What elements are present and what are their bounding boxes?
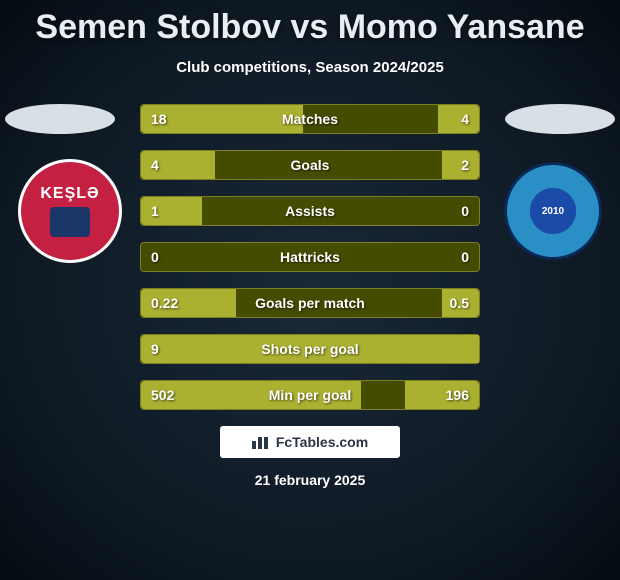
right-oval-decor	[505, 104, 615, 134]
stat-value-right: 196	[446, 387, 469, 403]
stat-row: 1 0 Assists	[140, 196, 480, 226]
stat-value-left: 9	[151, 341, 159, 357]
page-title: Semen Stolbov vs Momo Yansane	[0, 0, 620, 47]
stat-row: 0 0 Hattricks	[140, 242, 480, 272]
stat-label: Matches	[282, 111, 338, 127]
left-badge-label: KEŞLƏ	[40, 185, 99, 203]
stat-bar-right	[438, 105, 479, 133]
stat-value-left: 502	[151, 387, 174, 403]
stat-label: Goals per match	[255, 295, 365, 311]
stat-label: Hattricks	[280, 249, 340, 265]
stat-value-left: 0	[151, 249, 159, 265]
stats-table: 18 4 Matches 4 2 Goals 1 0 Assists 0 0 Hattricks 0.2…	[140, 104, 480, 410]
bar-chart-icon	[252, 435, 270, 449]
stat-value-left: 0.22	[151, 295, 178, 311]
left-oval-decor	[5, 104, 115, 134]
stat-row: 9 Shots per goal	[140, 334, 480, 364]
stat-value-right: 2	[461, 157, 469, 173]
stat-value-left: 4	[151, 157, 159, 173]
left-badge-emblem	[50, 207, 90, 237]
stat-row: 18 4 Matches	[140, 104, 480, 134]
brand-footer: FcTables.com	[220, 426, 400, 458]
stat-value-right: 0.5	[450, 295, 469, 311]
stat-value-right: 0	[461, 249, 469, 265]
subtitle: Club competitions, Season 2024/2025	[0, 59, 620, 76]
stat-value-right: 0	[461, 203, 469, 219]
brand-name: FcTables.com	[276, 434, 368, 450]
left-club-badge: KEŞLƏ	[18, 159, 122, 263]
stat-value-right: 4	[461, 111, 469, 127]
stat-label: Assists	[285, 203, 335, 219]
stat-row: 502 196 Min per goal	[140, 380, 480, 410]
date-label: 21 february 2025	[0, 472, 620, 488]
stat-row: 4 2 Goals	[140, 150, 480, 180]
comparison-panel: KEŞLƏ 18 4 Matches 4 2 Goals 1 0 Assists 0 0 Hattri…	[0, 104, 620, 410]
stat-label: Min per goal	[269, 387, 351, 403]
stat-row: 0.22 0.5 Goals per match	[140, 288, 480, 318]
stat-label: Goals	[291, 157, 330, 173]
stat-value-left: 1	[151, 203, 159, 219]
stat-label: Shots per goal	[261, 341, 358, 357]
right-club-badge	[504, 162, 602, 260]
stat-value-left: 18	[151, 111, 167, 127]
